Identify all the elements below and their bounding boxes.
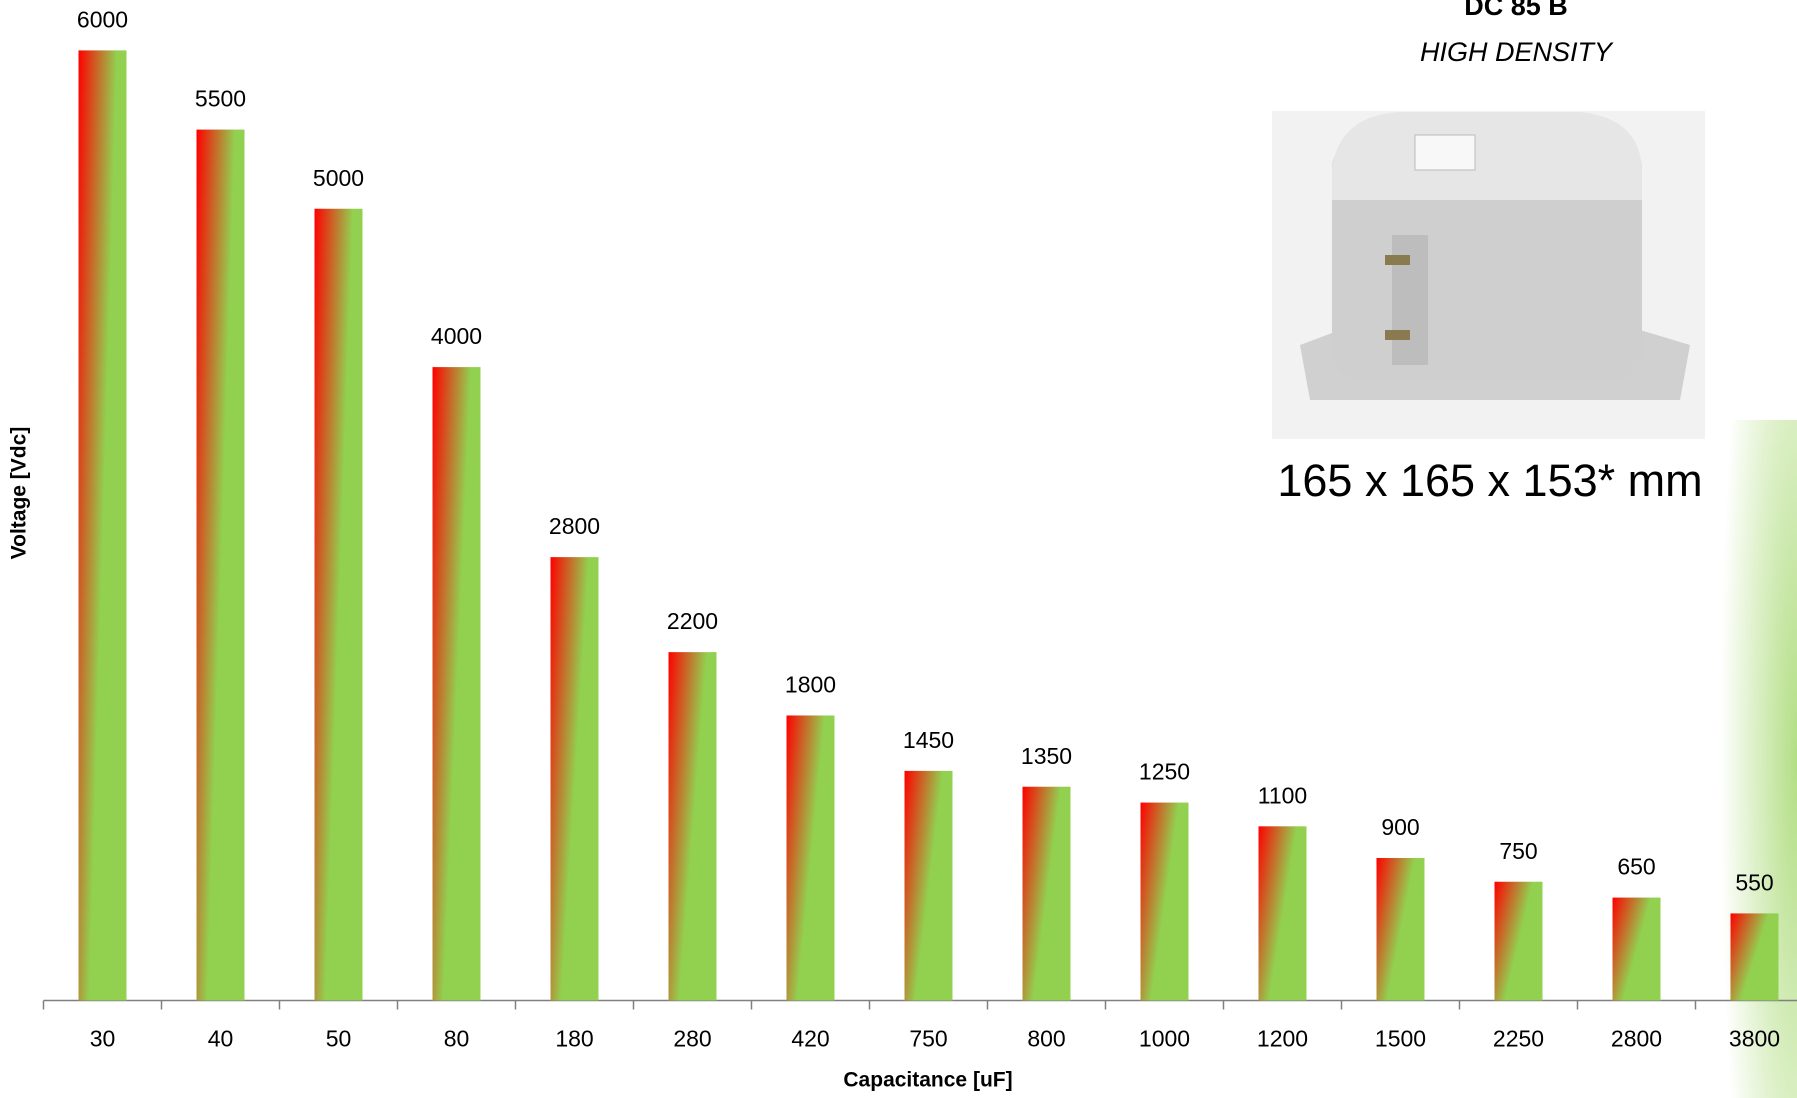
data-label: 1800 [785,672,836,698]
data-label: 1100 [1258,782,1307,808]
bar [1376,857,1425,1001]
x-tick-label: 1500 [1375,1026,1426,1052]
x-tick-label: 280 [673,1026,711,1052]
x-tick-label: 1200 [1257,1026,1308,1052]
bar [668,652,717,1001]
bar [196,129,245,1001]
chart-subtitle: HIGH DENSITY [1420,37,1614,67]
y-axis-label: Voltage [Vdc] [8,427,31,560]
data-label: 550 [1735,869,1773,895]
data-label: 6000 [77,6,128,32]
data-label: 650 [1617,854,1655,880]
data-label: 1350 [1021,743,1072,769]
x-tick-label: 2800 [1611,1026,1662,1052]
x-tick-label: 50 [326,1026,352,1052]
x-tick-label: 80 [444,1026,470,1052]
x-tick-label: 40 [208,1026,234,1052]
x-tick-label: 1000 [1139,1026,1190,1052]
bar [314,208,363,1001]
bar [904,770,953,1001]
x-axis-label: Capacitance [uF] [843,1069,1012,1092]
bar [432,367,481,1001]
x-tick-label: 800 [1027,1026,1065,1052]
data-label: 900 [1381,814,1419,840]
bar [78,50,127,1001]
x-tick-label: 2250 [1493,1026,1544,1052]
x-tick-label: 180 [555,1026,593,1052]
data-label: 750 [1499,838,1537,864]
x-tick-label: 420 [791,1026,829,1052]
x-tick-label: 30 [90,1026,116,1052]
bar [1494,881,1543,1001]
dimension-annotation: 165 x 165 x 153* mm [1277,455,1702,506]
x-tick-label: 750 [909,1026,947,1052]
bar [1022,786,1071,1001]
data-label: 4000 [431,323,482,349]
data-label: 1250 [1139,759,1190,785]
product-photo [1272,111,1705,439]
data-label: 1450 [903,727,954,753]
bar [1612,897,1661,1001]
bar [1258,826,1307,1001]
bar [786,715,835,1001]
data-label: 5500 [195,86,246,112]
chart-title: DC 85 B [1464,0,1568,21]
bar [1730,913,1779,1001]
data-label: 5000 [313,165,364,191]
bar [550,557,599,1001]
x-tick-label: 3800 [1729,1026,1780,1052]
data-label: 2800 [549,513,600,539]
data-label: 2200 [667,608,718,634]
bar [1140,802,1189,1001]
